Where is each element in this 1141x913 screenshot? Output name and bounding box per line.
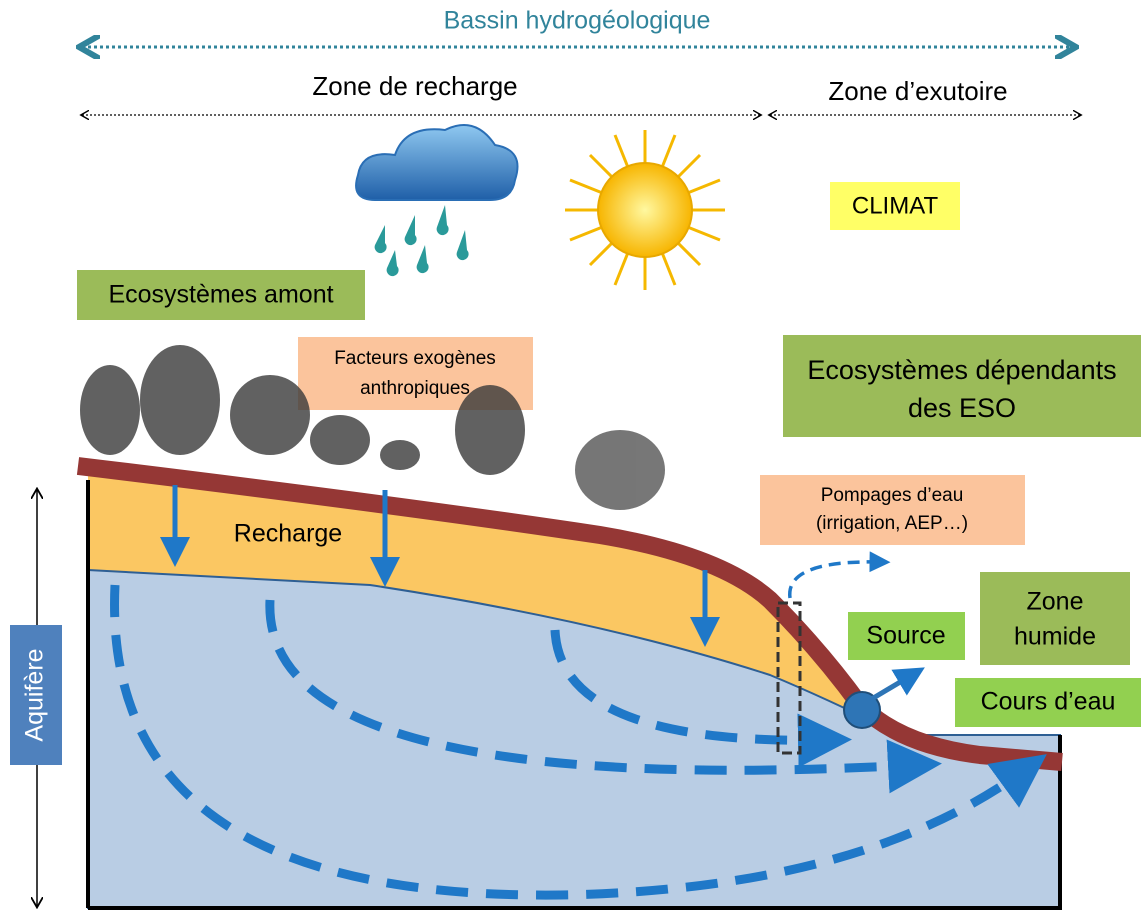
source: Source (866, 622, 945, 650)
title: Bassin hydrogéologique (444, 7, 711, 35)
facteurs-line: anthropiques (360, 378, 470, 399)
sun-icon (565, 130, 725, 290)
zone-humide-line: Zone (1027, 588, 1084, 616)
ecosystemes-amont: Ecosystèmes amont (108, 281, 333, 309)
zone-recharge: Zone de recharge (312, 71, 517, 101)
dependants-line: Ecosystèmes dépendants (807, 355, 1116, 385)
zone-humide-line: humide (1014, 623, 1096, 651)
source-arrow (870, 675, 912, 700)
cours-eau: Cours d’eau (981, 688, 1116, 716)
recharge: Recharge (234, 520, 342, 548)
zone-exutoire: Zone d’exutoire (828, 76, 1007, 106)
zone-humide-box (980, 572, 1130, 665)
pompages-line: (irrigation, AEP…) (816, 513, 968, 534)
facteurs-line: Facteurs exogènes (334, 348, 496, 369)
dependants-line: des ESO (908, 393, 1016, 423)
pumping-arrow (790, 562, 880, 598)
pompages-line: Pompages d’eau (821, 485, 964, 506)
cloud-icon (356, 125, 517, 276)
climat: CLIMAT (852, 192, 939, 219)
diagram: Bassin hydrogéologique Zone de recharge … (0, 0, 1141, 913)
aquifere: Aquifère (21, 648, 49, 741)
